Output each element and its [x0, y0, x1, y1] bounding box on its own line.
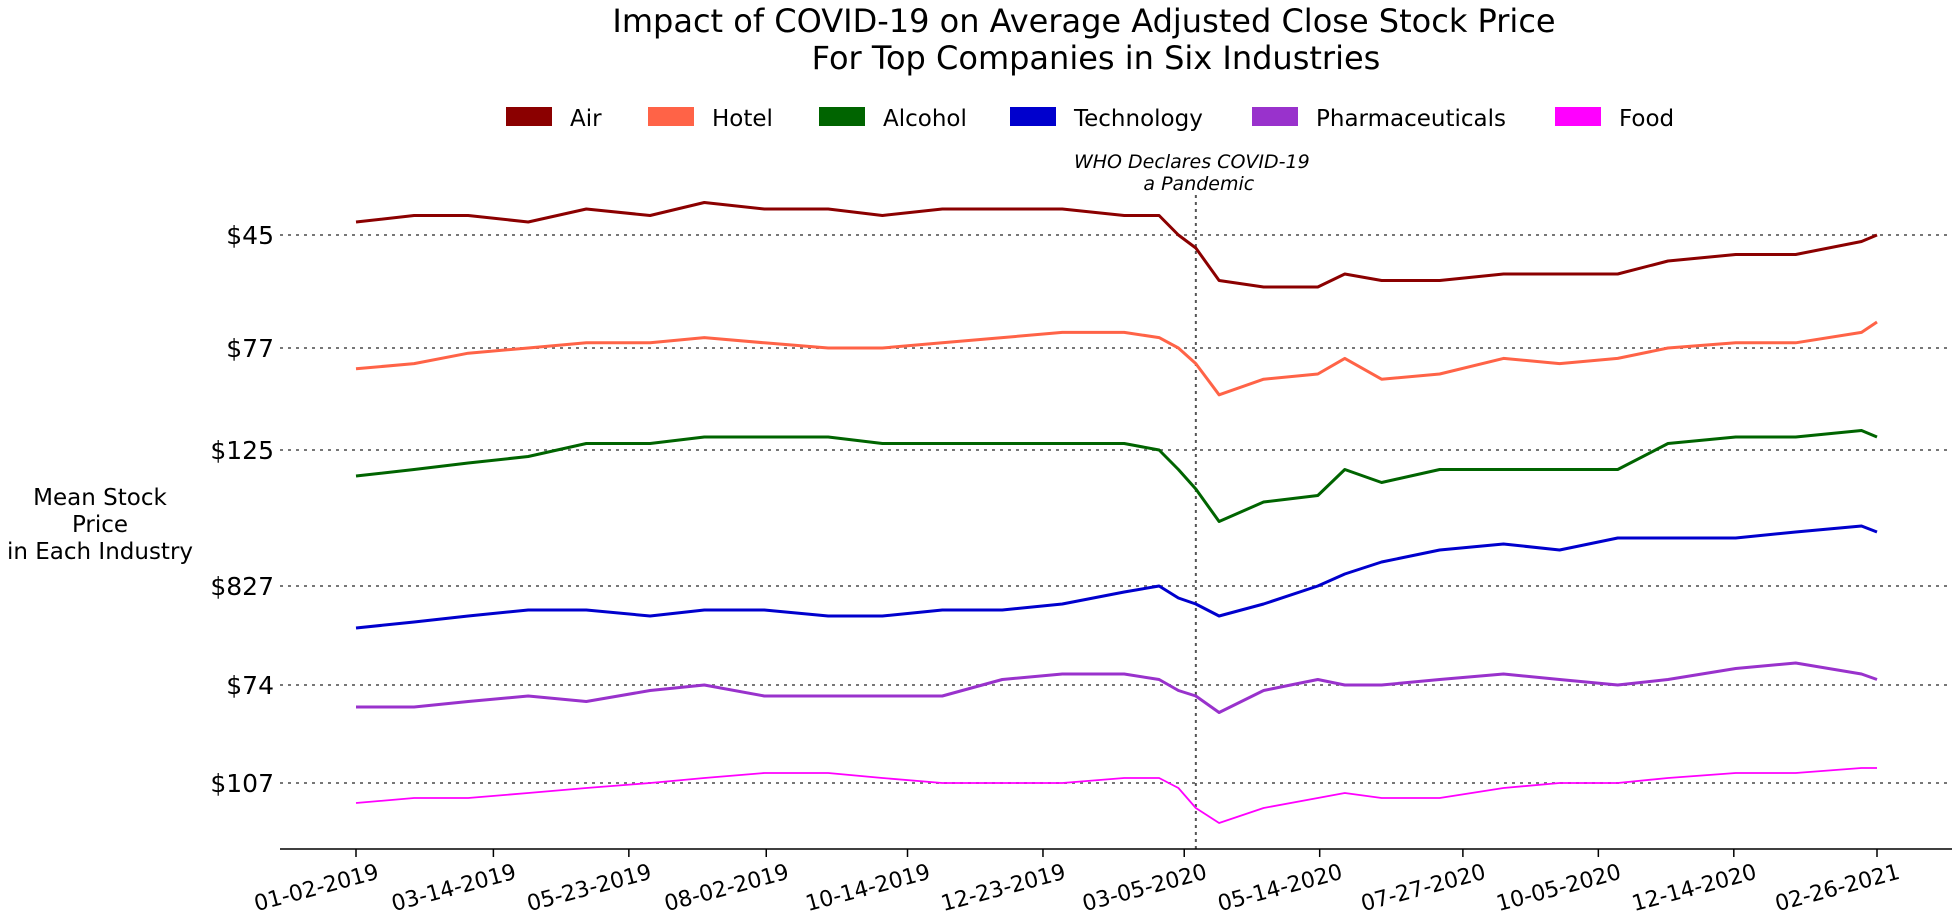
legend-label-air: Air: [570, 106, 602, 132]
x-tick-label: 12-14-2020: [1629, 860, 1759, 917]
series-lines: [355, 201, 1878, 824]
chart-title-line-1: Impact of COVID-19 on Average Adjusted C…: [612, 2, 1555, 40]
x-tick-label: 01-02-2019: [252, 860, 382, 917]
chart-title: Impact of COVID-19 on Average Adjusted C…: [612, 2, 1555, 77]
x-axis: 01-02-2019 03-14-2019 05-23-2019 08-02-2019…: [252, 848, 1952, 917]
pandemic-annotation: WHO Declares COVID-19 a Pandemic: [1074, 151, 1310, 849]
y-axis-label-line-2: Price: [72, 512, 128, 538]
x-tick-label: 08-02-2019: [662, 860, 792, 917]
legend-swatch-alcohol: [819, 107, 865, 126]
legend-swatch-pharmaceuticals: [1252, 107, 1298, 126]
y-axis-label-line-1: Mean Stock: [33, 485, 167, 511]
reference-lines: [280, 234, 1952, 784]
legend-label-alcohol: Alcohol: [883, 106, 967, 132]
legend-label-hotel: Hotel: [712, 106, 773, 132]
legend-label-technology: Technology: [1073, 106, 1203, 132]
y-tick-label-technology: $827: [210, 572, 274, 601]
y-tick-label-pharmaceuticals: $74: [226, 671, 274, 700]
x-tick-label: 05-23-2019: [524, 860, 654, 917]
legend-label-pharmaceuticals: Pharmaceuticals: [1316, 106, 1506, 132]
x-tick-label: 05-14-2020: [1215, 860, 1345, 917]
series-line-food: [355, 767, 1877, 824]
y-axis-label-line-3: in Each Industry: [7, 539, 193, 565]
y-tick-label-alcohol: $125: [210, 436, 274, 465]
x-tick-label: 02-26-2021: [1773, 860, 1903, 917]
y-tick-label-air: $45: [226, 221, 274, 250]
x-tick-label: 03-05-2020: [1080, 860, 1210, 917]
x-tick-label: 03-14-2019: [389, 860, 519, 917]
x-tick-label: 10-14-2019: [803, 860, 933, 917]
y-axis-label: Mean Stock Price in Each Industry: [7, 485, 193, 565]
legend-swatch-technology: [1010, 107, 1056, 126]
y-tick-label-food: $107: [210, 769, 274, 798]
x-tick-label: 12-23-2019: [939, 860, 1069, 917]
annotation-line-1: WHO Declares COVID-19: [1074, 151, 1310, 173]
series-line-hotel: [355, 320, 1878, 397]
series-line-technology: [355, 524, 1878, 630]
chart-title-line-2: For Top Companies in Six Industries: [812, 39, 1381, 77]
series-line-alcohol: [355, 429, 1878, 523]
legend-swatch-food: [1555, 107, 1601, 126]
series-line-air: [355, 201, 1878, 289]
legend-label-food: Food: [1619, 106, 1674, 132]
x-tick-label: 10-05-2020: [1494, 860, 1624, 917]
y-tick-labels: $45 $77 $125 $827 $74 $107: [210, 221, 274, 798]
x-tick-label: 07-27-2020: [1358, 860, 1488, 917]
legend-swatch-hotel: [648, 107, 694, 126]
annotation-line-2: a Pandemic: [1143, 173, 1254, 195]
y-tick-label-hotel: $77: [226, 334, 274, 363]
legend-swatch-air: [506, 107, 552, 126]
legend: Air Hotel Alcohol Technology Pharmaceuticals…: [506, 106, 1674, 132]
series-line-pharmaceuticals: [356, 661, 1878, 714]
